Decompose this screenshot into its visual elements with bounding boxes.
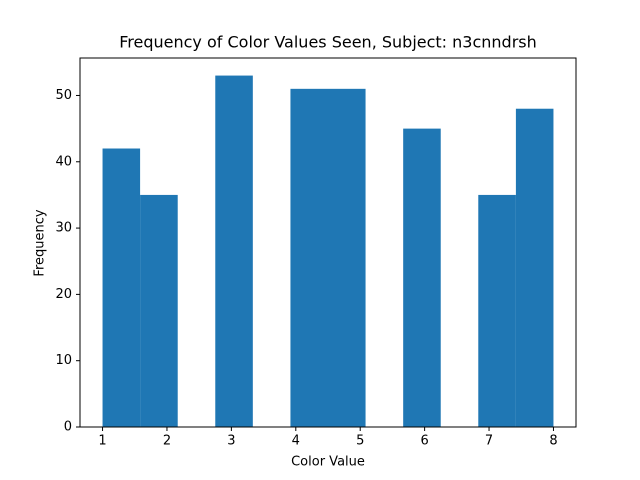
y-tick-label: 40: [55, 154, 72, 169]
bar: [478, 194, 516, 427]
axes-frame: [79, 57, 577, 428]
y-tick-label: 30: [55, 221, 72, 236]
x-tick-label: 2: [163, 434, 171, 449]
x-tick-label: 3: [227, 434, 235, 449]
bar: [515, 108, 554, 427]
bar: [215, 75, 253, 428]
x-tick-label: 6: [420, 434, 428, 449]
x-tick-label: 4: [292, 434, 300, 449]
x-tick-label: 8: [549, 434, 557, 449]
x-tick-label: 7: [485, 434, 493, 449]
y-tick-label: 0: [64, 420, 72, 435]
plot-area: [102, 75, 554, 428]
bar: [102, 148, 141, 427]
y-axis-label: Frequency: [33, 209, 48, 276]
x-tick-label: 5: [356, 434, 364, 449]
y-tick-label: 20: [55, 287, 72, 302]
bar: [403, 128, 441, 427]
x-tick-label: 1: [98, 434, 106, 449]
bar: [328, 88, 366, 427]
y-tick-label: 50: [55, 88, 72, 103]
chart-title: Frequency of Color Values Seen, Subject:…: [119, 33, 537, 52]
bar: [290, 88, 328, 427]
bar: [140, 194, 178, 427]
y-tick-label: 10: [55, 353, 72, 368]
x-axis-label: Color Value: [291, 455, 365, 470]
